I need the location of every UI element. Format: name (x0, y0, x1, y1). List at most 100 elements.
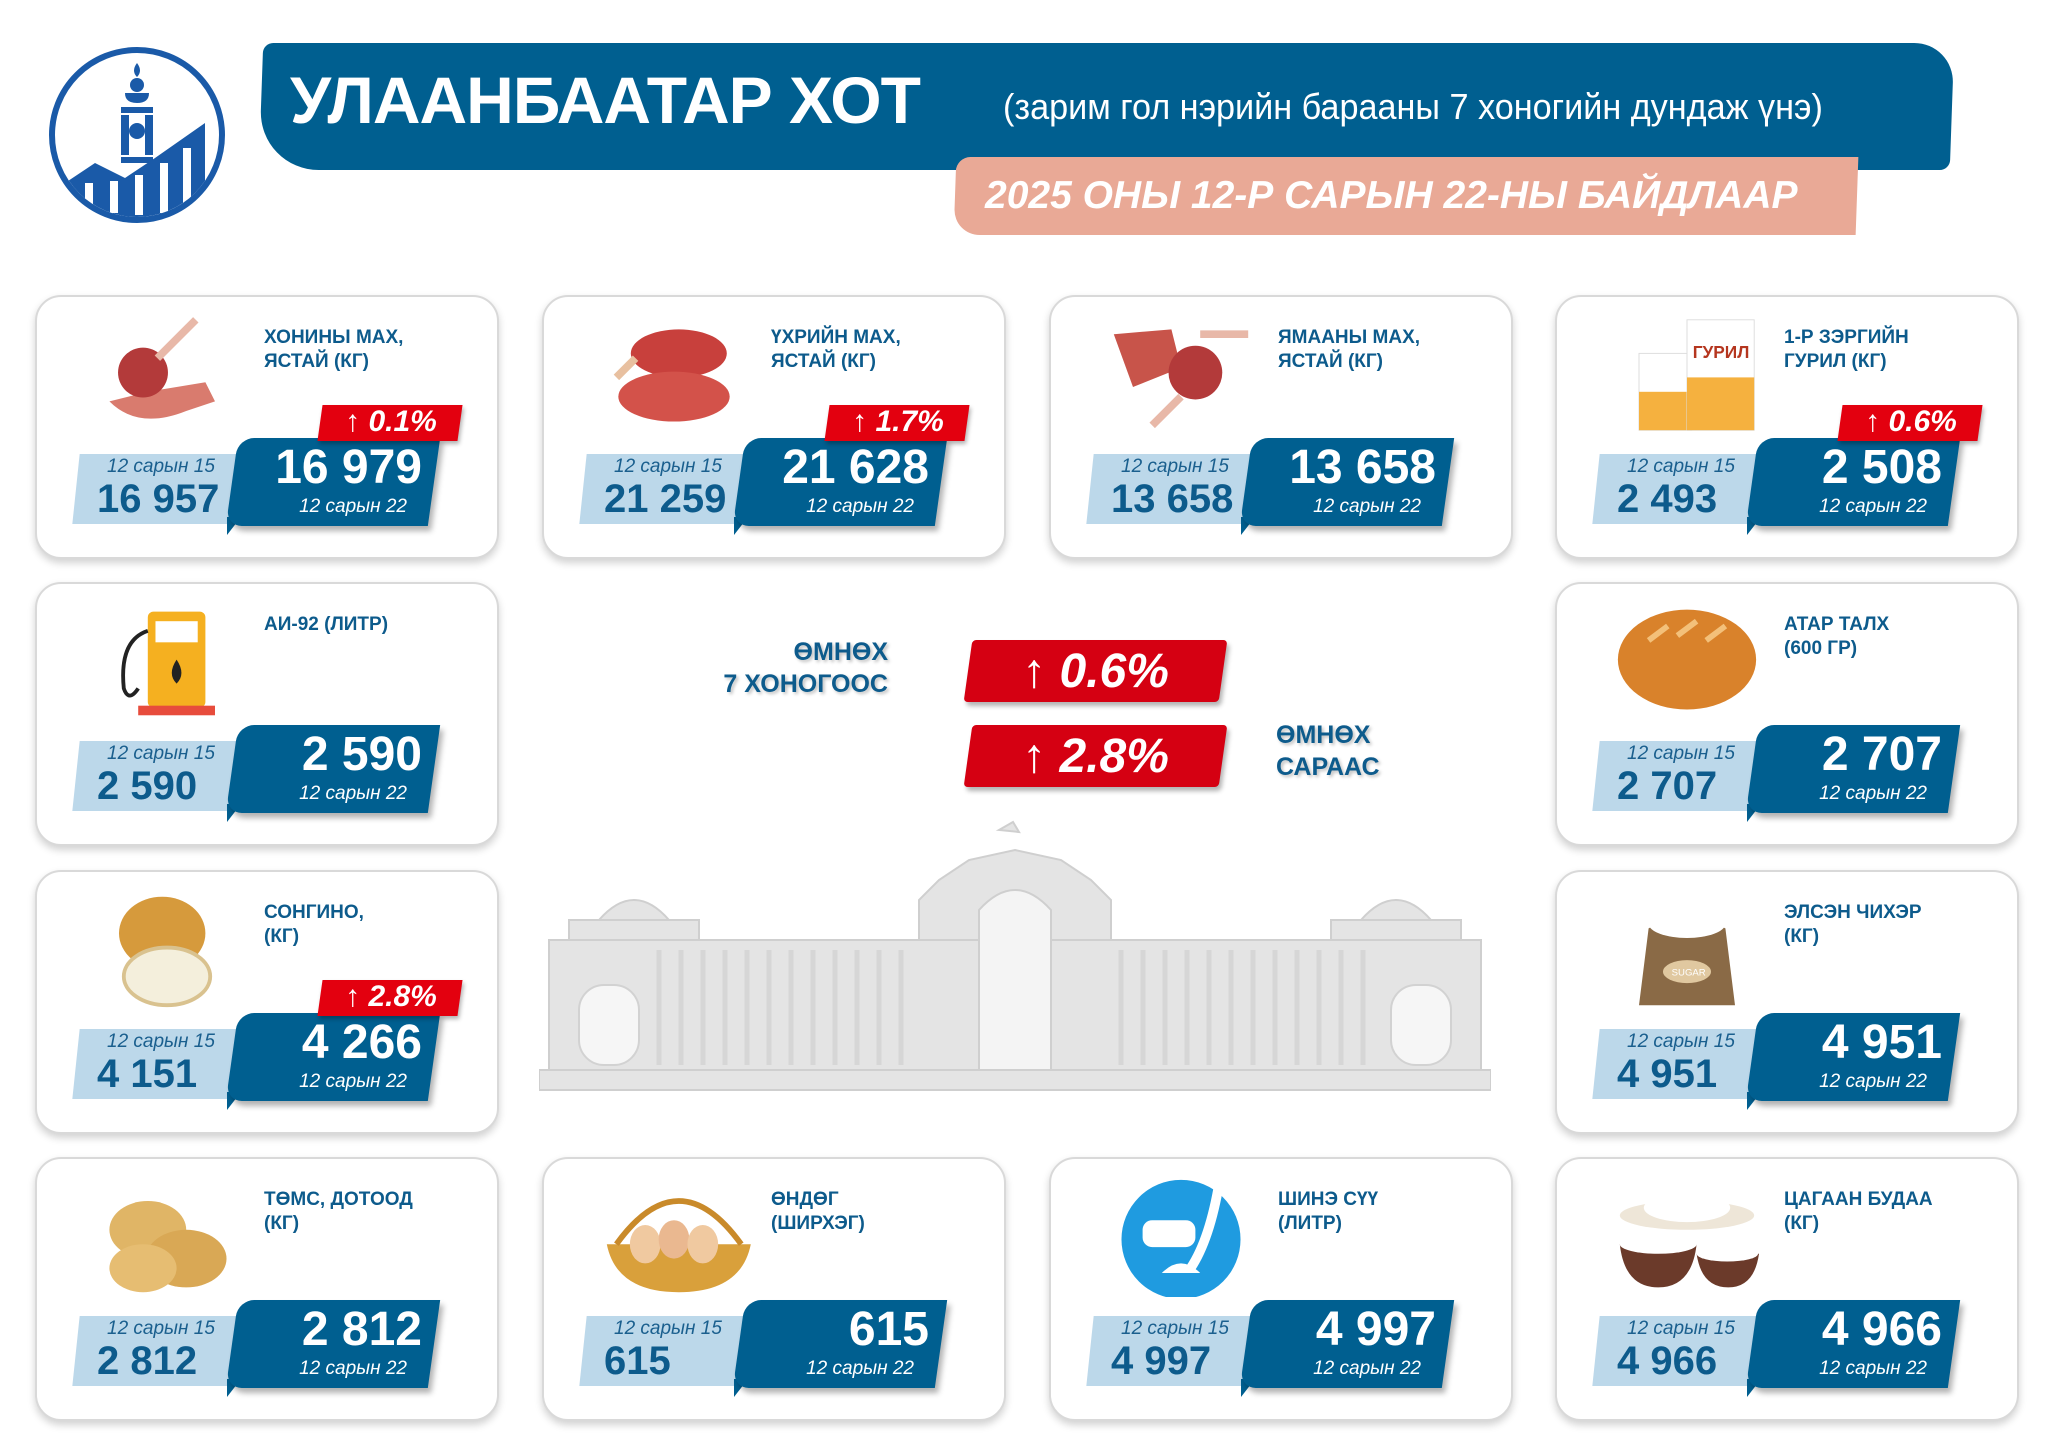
current-date: 12 сарын 22 (299, 1071, 407, 1092)
price-card: ТӨМС, ДОТООД (КГ) 12 сарын 15 2 812 2 81… (35, 1157, 499, 1421)
previous-price: 4 951 (1617, 1052, 1718, 1096)
previous-price: 4 966 (1617, 1339, 1718, 1383)
price-card: СОНГИНО, (КГ) 12 сарын 15 4 151 4 266 12… (35, 870, 499, 1134)
previous-price: 2 590 (97, 764, 198, 808)
previous-date: 12 сарын 15 (1627, 743, 1735, 764)
item-name: СОНГИНО, (КГ) (264, 902, 364, 947)
flour-icon: ГУРИЛ (1638, 319, 1755, 431)
current-date: 12 сарын 22 (299, 496, 407, 517)
current-price: 13 658 (1289, 441, 1436, 494)
change-value: ↑ 0.1% (345, 405, 437, 438)
previous-date: 12 сарын 15 (1627, 1318, 1735, 1339)
previous-date: 12 сарын 15 (1121, 456, 1229, 477)
previous-price: 2 493 (1617, 477, 1718, 521)
eggs-icon (606, 1198, 751, 1293)
current-price: 4 266 (301, 1016, 422, 1069)
item-name: ЭЛСЭН ЧИХЭР (КГ) (1784, 902, 1922, 947)
current-price: 4 997 (1315, 1303, 1436, 1356)
beef-icon (613, 329, 730, 422)
item-name: ӨНДӨГ (ШИРХЭГ) (771, 1189, 865, 1234)
previous-date: 12 сарын 15 (1121, 1318, 1229, 1339)
previous-date: 12 сарын 15 (614, 456, 722, 477)
mutton-icon (109, 317, 215, 419)
previous-price: 2 707 (1617, 764, 1718, 808)
change-value: ↑ 1.7% (852, 405, 944, 438)
previous-price: 13 658 (1111, 477, 1234, 521)
price-card: ХОНИНЫ МАХ, ЯСТАЙ (КГ) 12 сарын 15 16 95… (35, 295, 499, 559)
current-date: 12 сарын 22 (1313, 496, 1421, 517)
price-card: ГУРИЛ 1-Р ЗЭРГИЙН ГУРИЛ (КГ) 12 сарын 15… (1555, 295, 2019, 559)
change-value: ↑ 0.6% (1865, 405, 1957, 438)
month-change-label: ӨМНӨХ САРААС (1276, 721, 1380, 781)
price-card: ЦАГААН БУДАА (КГ) 12 сарын 15 4 966 4 96… (1555, 1157, 2019, 1421)
item-name: АТАР ТАЛХ (600 ГР) (1784, 614, 1890, 659)
goat-meat-icon (1113, 329, 1249, 429)
item-name: ЦАГААН БУДАА (КГ) (1784, 1189, 1933, 1234)
current-date: 12 сарын 22 (1819, 1071, 1927, 1092)
onion-icon (119, 896, 213, 1008)
current-date: 12 сарын 22 (1819, 1358, 1927, 1379)
current-price: 16 979 (275, 441, 422, 494)
price-card: ЯМААНЫ МАХ, ЯСТАЙ (КГ) 12 сарын 15 13 65… (1049, 295, 1513, 559)
item-name: ТӨМС, ДОТООД (КГ) (264, 1189, 413, 1234)
previous-date: 12 сарын 15 (614, 1318, 722, 1339)
current-price: 2 812 (301, 1303, 422, 1356)
fuel-pump-icon (121, 611, 215, 716)
previous-date: 12 сарын 15 (1627, 456, 1735, 477)
change-value: ↑ 2.8% (345, 980, 437, 1013)
item-name: АИ-92 (ЛИТР) (264, 614, 389, 635)
previous-date: 12 сарын 15 (107, 1318, 215, 1339)
price-card: ШИНЭ СҮҮ (ЛИТР) 12 сарын 15 4 997 4 997 … (1049, 1157, 1513, 1421)
potato-icon (109, 1201, 227, 1293)
previous-price: 2 812 (97, 1339, 198, 1383)
item-name: ҮХРИЙН МАХ, ЯСТАЙ (КГ) (771, 327, 901, 372)
price-card: ҮХРИЙН МАХ, ЯСТАЙ (КГ) 12 сарын 15 21 25… (542, 295, 1006, 559)
price-card: ӨНДӨГ (ШИРХЭГ) 12 сарын 15 615 615 12 са… (542, 1157, 1006, 1421)
item-name: ХОНИНЫ МАХ, ЯСТАЙ (КГ) (264, 327, 404, 372)
item-name: ЯМААНЫ МАХ, ЯСТАЙ (КГ) (1278, 327, 1421, 372)
item-name: 1-Р ЗЭРГИЙН ГУРИЛ (КГ) (1784, 327, 1909, 372)
previous-price: 21 259 (604, 477, 727, 521)
previous-price: 16 957 (97, 477, 220, 521)
milk-icon (1121, 1179, 1241, 1297)
current-price: 2 508 (1821, 441, 1942, 494)
previous-date: 12 сарын 15 (107, 1031, 215, 1052)
item-name: ШИНЭ СҮҮ (ЛИТР) (1278, 1189, 1379, 1234)
previous-date: 12 сарын 15 (107, 456, 215, 477)
current-price: 615 (848, 1303, 929, 1356)
bread-icon (1617, 609, 1757, 710)
price-card: АИ-92 (ЛИТР) 12 сарын 15 2 590 2 590 12 … (35, 582, 499, 846)
previous-price: 4 151 (97, 1052, 198, 1096)
rice-icon (1619, 1193, 1759, 1288)
date-label: 2025 ОНЫ 12-Р САРЫН 22-НЫ БАЙДЛААР (985, 174, 1798, 217)
soyombo-emblem-icon (65, 63, 205, 217)
current-price: 4 951 (1821, 1016, 1942, 1069)
week-change-label: ӨМНӨХ 7 ХОНОГООС (723, 638, 888, 698)
previous-date: 12 сарын 15 (1627, 1031, 1735, 1052)
current-price: 4 966 (1821, 1303, 1942, 1356)
week-change-value: ↑ 0.6% (1022, 645, 1169, 698)
current-date: 12 сарын 22 (806, 1358, 914, 1379)
current-date: 12 сарын 22 (299, 783, 407, 804)
page-subtitle: (зарим гол нэрийн барааны 7 хоногийн дун… (1003, 86, 1823, 127)
svg-text:SUGAR: SUGAR (1672, 967, 1706, 978)
current-date: 12 сарын 22 (299, 1358, 407, 1379)
price-card: SUGAR ЭЛСЭН ЧИХЭР (КГ) 12 сарын 15 4 951… (1555, 870, 2019, 1134)
sugar-icon: SUGAR (1639, 909, 1735, 1006)
month-change-value: ↑ 2.8% (1022, 730, 1169, 783)
current-date: 12 сарын 22 (806, 496, 914, 517)
previous-price: 4 997 (1111, 1339, 1212, 1383)
previous-date: 12 сарын 15 (107, 743, 215, 764)
page-title: УЛААНБААТАР ХОТ (290, 63, 921, 137)
logo (49, 47, 225, 223)
previous-price: 615 (604, 1339, 671, 1383)
current-price: 21 628 (782, 441, 929, 494)
current-date: 12 сарын 22 (1819, 783, 1927, 804)
current-date: 12 сарын 22 (1819, 496, 1927, 517)
current-price: 2 590 (301, 728, 422, 781)
current-date: 12 сарын 22 (1313, 1358, 1421, 1379)
government-palace-illustration (539, 820, 1491, 1091)
svg-text:ГУРИЛ: ГУРИЛ (1693, 342, 1750, 362)
price-card: АТАР ТАЛХ (600 ГР) 12 сарын 15 2 707 2 7… (1555, 582, 2019, 846)
current-price: 2 707 (1821, 728, 1942, 781)
